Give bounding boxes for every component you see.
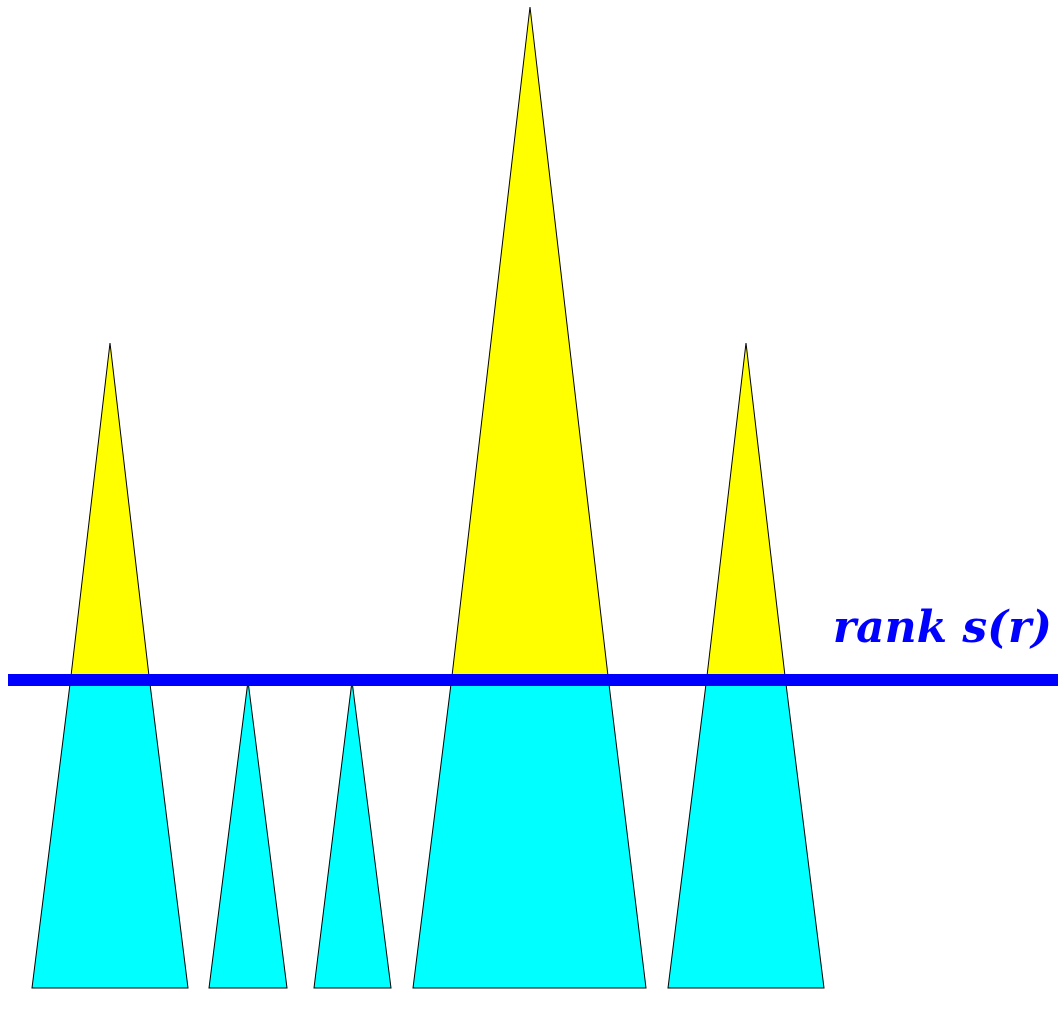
tree-5-lower xyxy=(667,675,825,989)
tree-4-upper xyxy=(451,6,609,677)
tree-2 xyxy=(208,680,288,989)
tree-3 xyxy=(313,680,392,989)
tree-1 xyxy=(31,342,189,989)
tree-4 xyxy=(412,6,647,989)
rank-label: rank s(r) xyxy=(833,602,1052,653)
tree-3-lower xyxy=(313,680,392,989)
tree-5 xyxy=(667,342,825,989)
tree-1-lower xyxy=(31,675,189,989)
tree-2-lower xyxy=(208,680,288,989)
tree-5-upper xyxy=(706,342,786,677)
rank-line xyxy=(8,674,1058,686)
tree-4-lower xyxy=(412,675,647,989)
tree-1-upper xyxy=(70,342,150,677)
